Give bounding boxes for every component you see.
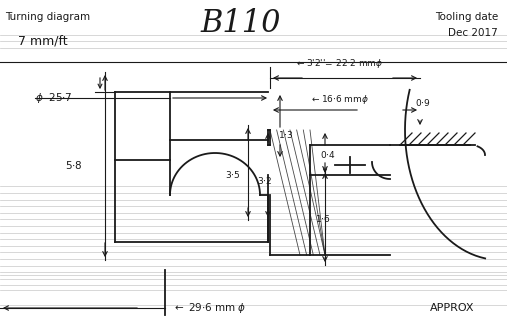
Text: 0$\cdot$4: 0$\cdot$4 — [320, 149, 336, 160]
Text: $\leftarrow$3'2''= 22$\cdot$2 mm$\phi$: $\leftarrow$3'2''= 22$\cdot$2 mm$\phi$ — [295, 57, 383, 70]
Text: 1$\cdot$6: 1$\cdot$6 — [315, 213, 331, 223]
Text: 0$\cdot$9: 0$\cdot$9 — [415, 97, 431, 108]
Text: $\leftarrow$ 29$\cdot$6 mm $\phi$: $\leftarrow$ 29$\cdot$6 mm $\phi$ — [172, 301, 246, 315]
Text: Turning diagram: Turning diagram — [5, 12, 90, 22]
Text: 3$\cdot$5: 3$\cdot$5 — [225, 170, 240, 181]
Text: 5$\cdot$8: 5$\cdot$8 — [65, 159, 83, 171]
Text: APPROX: APPROX — [430, 303, 475, 313]
Text: 3$\cdot$2: 3$\cdot$2 — [257, 175, 272, 185]
Text: Dec 2017: Dec 2017 — [448, 28, 498, 38]
Text: $\phi$  25$\cdot$7: $\phi$ 25$\cdot$7 — [35, 91, 73, 105]
Text: $\leftarrow$16$\cdot$6 mm$\phi$: $\leftarrow$16$\cdot$6 mm$\phi$ — [310, 93, 369, 106]
Text: 1$\cdot$3: 1$\cdot$3 — [278, 128, 294, 140]
Text: Tooling date: Tooling date — [434, 12, 498, 22]
Text: 7 mm/ft: 7 mm/ft — [18, 35, 67, 48]
Text: B110: B110 — [200, 8, 280, 39]
